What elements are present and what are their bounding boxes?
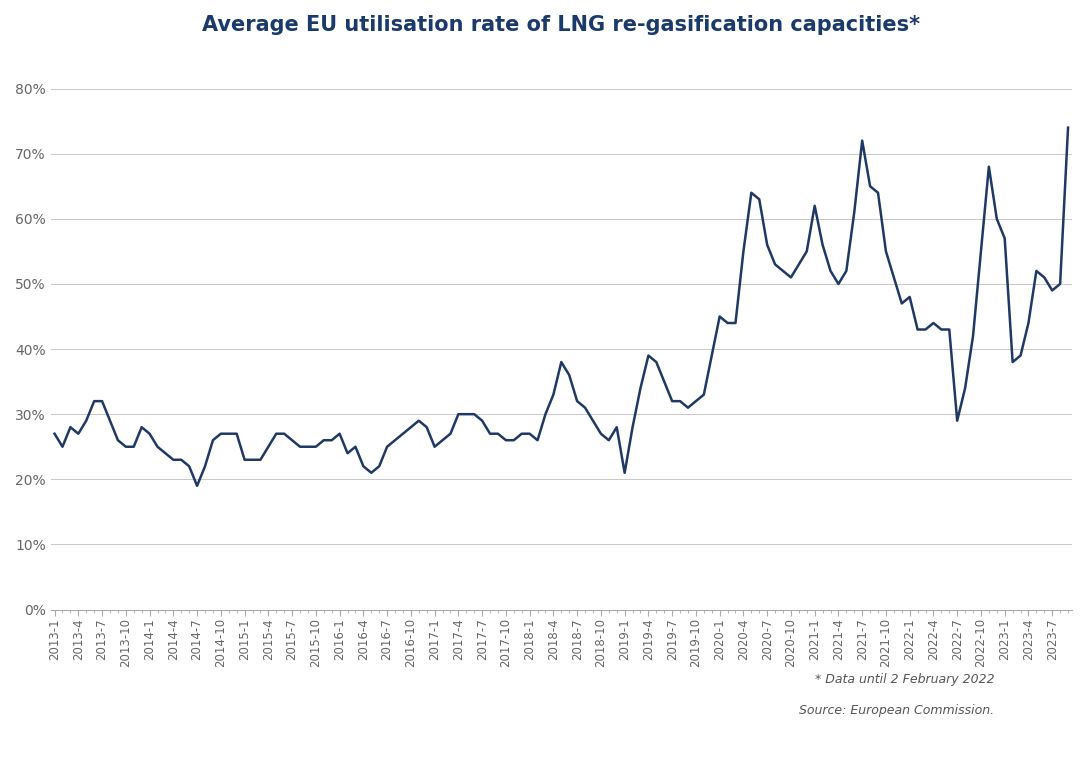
Text: Source: European Commission.: Source: European Commission.	[799, 704, 995, 717]
Title: Average EU utilisation rate of LNG re-gasification capacities*: Average EU utilisation rate of LNG re-ga…	[202, 15, 921, 35]
Text: * Data until 2 February 2022: * Data until 2 February 2022	[815, 673, 995, 686]
